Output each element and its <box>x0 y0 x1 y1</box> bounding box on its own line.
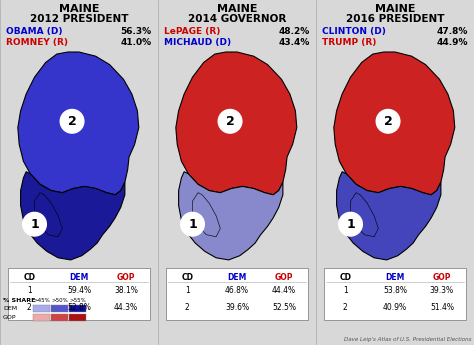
Text: LePAGE (R): LePAGE (R) <box>164 27 221 36</box>
Text: 2: 2 <box>343 303 347 312</box>
Circle shape <box>181 213 204 236</box>
Text: 46.8%: 46.8% <box>225 286 249 295</box>
Text: 2016 PRESIDENT: 2016 PRESIDENT <box>346 14 444 24</box>
Text: DEM: DEM <box>228 273 246 282</box>
Polygon shape <box>35 193 62 237</box>
Text: 48.2%: 48.2% <box>278 27 310 36</box>
FancyBboxPatch shape <box>166 268 308 320</box>
Polygon shape <box>20 172 125 260</box>
Polygon shape <box>176 52 297 195</box>
Polygon shape <box>18 52 139 195</box>
Text: 2: 2 <box>27 303 32 312</box>
Text: % SHARE: % SHARE <box>3 298 36 303</box>
Text: MAINE: MAINE <box>217 4 257 14</box>
Text: ROMNEY (R): ROMNEY (R) <box>6 38 68 47</box>
Text: GOP: GOP <box>117 273 135 282</box>
Text: 52.5%: 52.5% <box>272 303 296 312</box>
Polygon shape <box>350 193 378 237</box>
Text: 41.0%: 41.0% <box>120 38 152 47</box>
Text: 39.6%: 39.6% <box>225 303 249 312</box>
Polygon shape <box>192 193 220 237</box>
Text: 44.4%: 44.4% <box>272 286 296 295</box>
Text: CD: CD <box>23 273 35 282</box>
Text: 1: 1 <box>27 286 32 295</box>
Polygon shape <box>334 52 455 195</box>
Polygon shape <box>337 172 441 260</box>
FancyBboxPatch shape <box>69 314 86 321</box>
Text: 52.8%: 52.8% <box>67 303 91 312</box>
Text: DEM: DEM <box>385 273 405 282</box>
Text: 53.8%: 53.8% <box>383 286 407 295</box>
Text: OBAMA (D): OBAMA (D) <box>6 27 63 36</box>
Text: 2: 2 <box>68 115 76 128</box>
Text: >50%: >50% <box>51 298 68 303</box>
Text: 1: 1 <box>188 218 197 231</box>
Text: GOP: GOP <box>3 315 17 320</box>
Text: >55%: >55% <box>69 298 86 303</box>
Text: DEM: DEM <box>69 273 89 282</box>
Text: >45%: >45% <box>33 298 50 303</box>
Text: MICHAUD (D): MICHAUD (D) <box>164 38 231 47</box>
Text: 56.3%: 56.3% <box>120 27 152 36</box>
FancyBboxPatch shape <box>324 268 466 320</box>
FancyBboxPatch shape <box>8 268 150 320</box>
Text: Dave Leip's Atlas of U.S. Presidential Elections: Dave Leip's Atlas of U.S. Presidential E… <box>345 337 472 342</box>
FancyBboxPatch shape <box>51 305 68 312</box>
Text: 2: 2 <box>185 303 190 312</box>
Text: 43.4%: 43.4% <box>278 38 310 47</box>
FancyBboxPatch shape <box>33 314 50 321</box>
Text: MAINE: MAINE <box>59 4 99 14</box>
Text: 1: 1 <box>185 286 190 295</box>
FancyBboxPatch shape <box>69 305 86 312</box>
Circle shape <box>23 213 46 236</box>
Text: 1: 1 <box>30 218 39 231</box>
Text: 44.3%: 44.3% <box>114 303 138 312</box>
Text: 47.8%: 47.8% <box>436 27 468 36</box>
Text: 44.9%: 44.9% <box>436 38 468 47</box>
Polygon shape <box>179 172 283 260</box>
Text: GOP: GOP <box>274 273 293 282</box>
Text: 2: 2 <box>383 115 392 128</box>
Text: 1: 1 <box>346 218 355 231</box>
Circle shape <box>60 109 84 133</box>
Text: TRUMP (R): TRUMP (R) <box>322 38 377 47</box>
FancyBboxPatch shape <box>51 314 68 321</box>
Text: 39.3%: 39.3% <box>430 286 454 295</box>
Text: CLINTON (D): CLINTON (D) <box>322 27 386 36</box>
FancyBboxPatch shape <box>33 305 50 312</box>
Circle shape <box>339 213 362 236</box>
Text: 2: 2 <box>226 115 235 128</box>
Text: CD: CD <box>339 273 351 282</box>
Text: 51.4%: 51.4% <box>430 303 454 312</box>
Text: MAINE: MAINE <box>375 4 415 14</box>
Text: DEM: DEM <box>3 306 17 311</box>
Text: 2014 GOVERNOR: 2014 GOVERNOR <box>188 14 286 24</box>
Text: GOP: GOP <box>433 273 451 282</box>
Text: 40.9%: 40.9% <box>383 303 407 312</box>
Circle shape <box>218 109 242 133</box>
Text: 1: 1 <box>343 286 347 295</box>
Circle shape <box>376 109 400 133</box>
Text: CD: CD <box>181 273 193 282</box>
Text: 59.4%: 59.4% <box>67 286 91 295</box>
Text: 38.1%: 38.1% <box>114 286 138 295</box>
Text: 2012 PRESIDENT: 2012 PRESIDENT <box>30 14 128 24</box>
